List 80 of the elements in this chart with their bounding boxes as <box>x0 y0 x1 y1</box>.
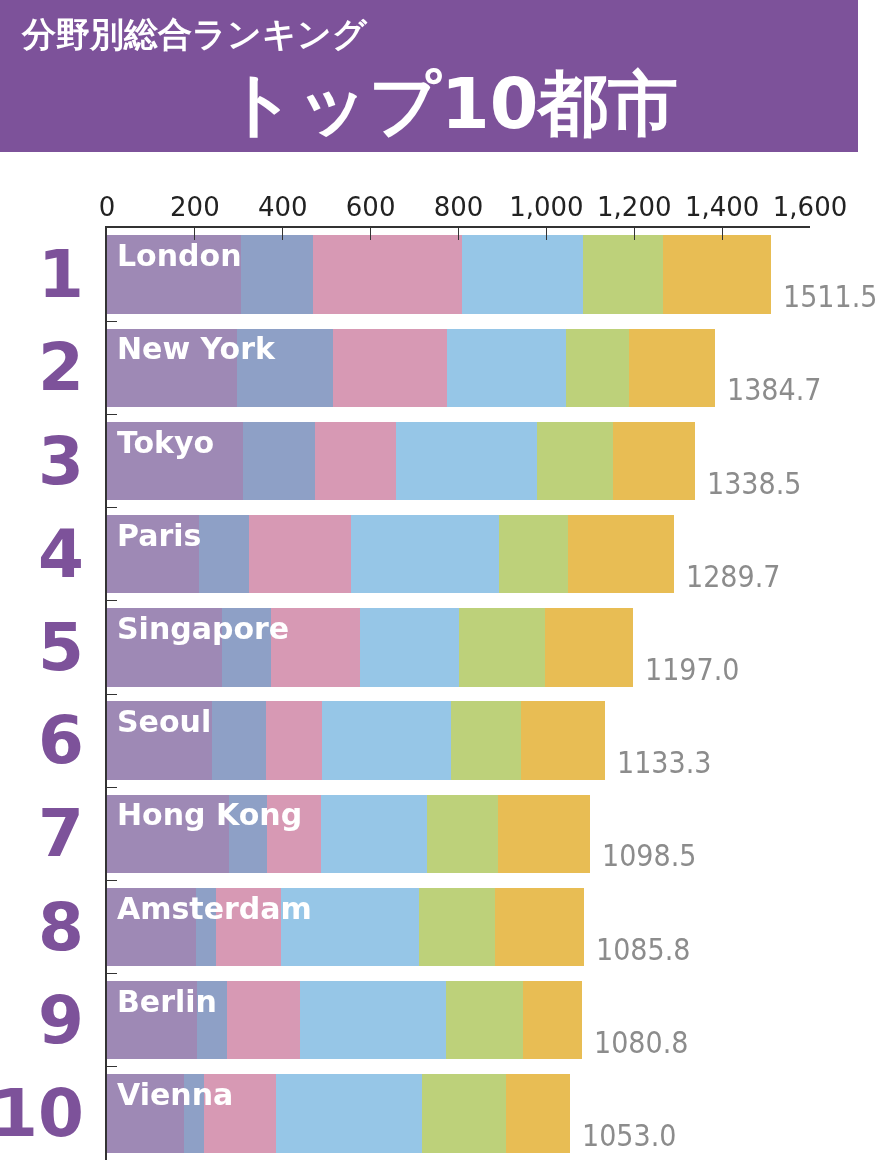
y-tick-label: Hong Kong <box>117 797 303 832</box>
bar <box>242 421 315 501</box>
bar <box>628 328 716 407</box>
bar <box>300 981 447 1060</box>
bar <box>421 1074 506 1153</box>
bar <box>248 515 352 594</box>
bar <box>521 701 605 780</box>
y-tick-label: London <box>117 238 242 273</box>
y-tick-label: Seoul <box>117 704 212 739</box>
x-tick-label: 0 <box>98 191 116 222</box>
x-tick-label: 600 <box>345 191 396 222</box>
text: 7 <box>38 795 84 872</box>
bar <box>321 701 452 780</box>
total-label: 1384.7 <box>727 372 822 407</box>
chart-title: 分野別総合ランキング <box>22 13 367 56</box>
bar <box>505 1074 570 1153</box>
bar <box>426 794 498 873</box>
bar <box>211 701 267 780</box>
total-label: 1289.7 <box>686 559 781 594</box>
bar <box>494 887 585 967</box>
text: 2 <box>38 329 84 406</box>
bar <box>395 421 538 501</box>
bar <box>537 421 613 501</box>
chart-subtitle: トップ10都市 <box>225 62 679 147</box>
text: 4 <box>38 516 84 593</box>
y-tick-label: Berlin <box>117 984 217 1019</box>
bar <box>612 421 696 501</box>
x-tick-label: 400 <box>257 191 308 222</box>
bar <box>522 981 582 1060</box>
bar <box>582 235 664 314</box>
total-label: 1511.5 <box>783 279 878 314</box>
bar <box>446 328 567 407</box>
total-label: 1338.5 <box>707 466 802 501</box>
total-label: 1197.0 <box>645 652 740 687</box>
text: 5 <box>38 609 84 686</box>
bar <box>314 421 396 501</box>
text: 6 <box>38 702 84 779</box>
x-tick-label: 200 <box>170 191 220 222</box>
bar <box>567 515 674 594</box>
total-label: 1133.3 <box>617 745 712 780</box>
bar <box>446 981 523 1060</box>
x-tick-label: 1,600 <box>772 191 848 222</box>
bar <box>351 515 500 594</box>
x-tick-label: 1,200 <box>597 191 672 222</box>
bar <box>462 235 583 314</box>
bar <box>663 235 772 314</box>
bar <box>418 887 495 967</box>
text: 3 <box>38 423 84 500</box>
total-label: 1080.8 <box>594 1025 689 1060</box>
text: 1 <box>38 236 84 313</box>
bar <box>499 515 568 594</box>
text: 10 <box>0 1075 84 1152</box>
bar <box>497 794 590 873</box>
y-tick-label: New York <box>117 331 276 366</box>
bar <box>332 328 447 407</box>
x-tick-label: 1,000 <box>509 191 584 222</box>
text: 9 <box>38 982 84 1059</box>
bar <box>199 515 249 594</box>
bar <box>266 701 322 780</box>
y-tick-label: Paris <box>117 518 202 553</box>
bar <box>241 235 314 314</box>
bar <box>566 328 629 407</box>
bar <box>226 981 301 1060</box>
total-label: 1098.5 <box>602 838 697 873</box>
text: 8 <box>38 889 84 966</box>
bar <box>321 794 427 873</box>
bar <box>458 608 546 687</box>
y-tick-label: Tokyo <box>117 425 215 460</box>
bar <box>275 1074 422 1153</box>
bar <box>313 235 463 314</box>
x-tick-label: 800 <box>433 191 484 222</box>
y-tick-label: Singapore <box>117 611 290 646</box>
bar <box>451 701 522 780</box>
y-tick-label: Vienna <box>117 1077 234 1112</box>
bar <box>359 608 459 687</box>
bar <box>545 608 633 687</box>
total-label: 1053.0 <box>582 1118 677 1153</box>
total-label: 1085.8 <box>596 932 691 967</box>
x-tick-label: 1,400 <box>684 191 760 222</box>
y-tick-label: Amsterdam <box>117 891 312 926</box>
